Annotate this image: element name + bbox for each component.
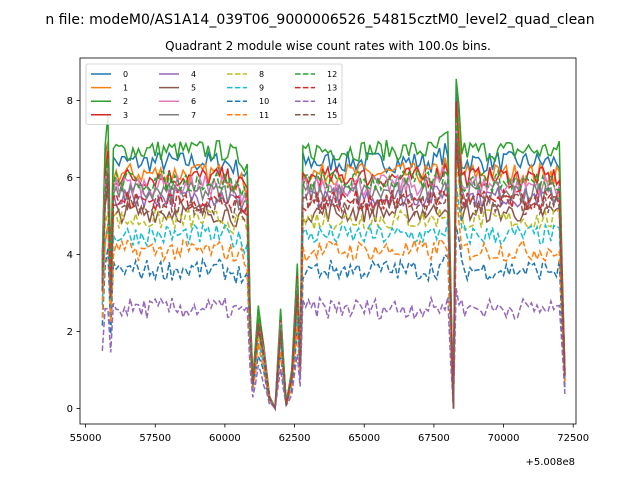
series-line-13 (101, 142, 566, 411)
legend-label-5: 5 (191, 84, 196, 93)
series-line-11 (101, 189, 566, 412)
series-line-8 (101, 158, 566, 409)
series-lines (101, 78, 566, 412)
series-line-2 (101, 78, 566, 409)
chart-title: Quadrant 2 module wise count rates with … (165, 39, 491, 53)
legend-label-3: 3 (123, 111, 128, 120)
legend-label-13: 13 (327, 84, 337, 93)
legend-label-6: 6 (191, 97, 196, 106)
legend-label-14: 14 (327, 97, 337, 106)
y-tick-label: 2 (67, 327, 73, 338)
series-line-14 (101, 288, 566, 411)
series-line-15 (101, 134, 566, 411)
x-tick-label: 72500 (557, 433, 589, 444)
legend-box (85, 63, 343, 125)
legend-label-10: 10 (259, 97, 269, 106)
series-line-0 (101, 83, 566, 409)
series-line-12 (101, 116, 566, 411)
axes-frame (79, 57, 577, 425)
legend-label-4: 4 (191, 70, 196, 79)
x-tick-label: 67500 (418, 433, 450, 444)
figure-suptitle: n file: modeM0/AS1A14_039T06_9000006526_… (45, 12, 594, 28)
legend-label-2: 2 (123, 97, 128, 106)
x-tick-label: 65000 (348, 433, 380, 444)
y-tick-label: 0 (67, 404, 73, 415)
legend-label-8: 8 (259, 70, 264, 79)
y-tick-label: 4 (67, 250, 73, 261)
x-tick-label: 55000 (70, 433, 102, 444)
y-tick-label: 8 (67, 96, 73, 107)
legend-label-7: 7 (191, 111, 196, 120)
y-tick-label: 6 (67, 173, 73, 184)
series-line-10 (101, 226, 566, 411)
x-tick-label: 57500 (139, 433, 171, 444)
legend-label-9: 9 (259, 84, 264, 93)
legend-label-0: 0 (123, 70, 128, 79)
x-tick-label: 62500 (279, 433, 311, 444)
plot-area: 55000 57500 60000 62500 65000 67500 70000 72500… (67, 57, 589, 444)
series-line-5 (101, 148, 566, 411)
legend-label-1: 1 (123, 84, 128, 93)
legend-label-15: 15 (327, 111, 337, 120)
x-tick-label: 60000 (209, 433, 241, 444)
legend-label-11: 11 (259, 111, 269, 120)
series-line-9 (101, 183, 566, 410)
x-offset-text: +5.008e8 (525, 457, 575, 468)
x-tick-label: 70000 (488, 433, 520, 444)
legend-label-12: 12 (327, 70, 337, 79)
